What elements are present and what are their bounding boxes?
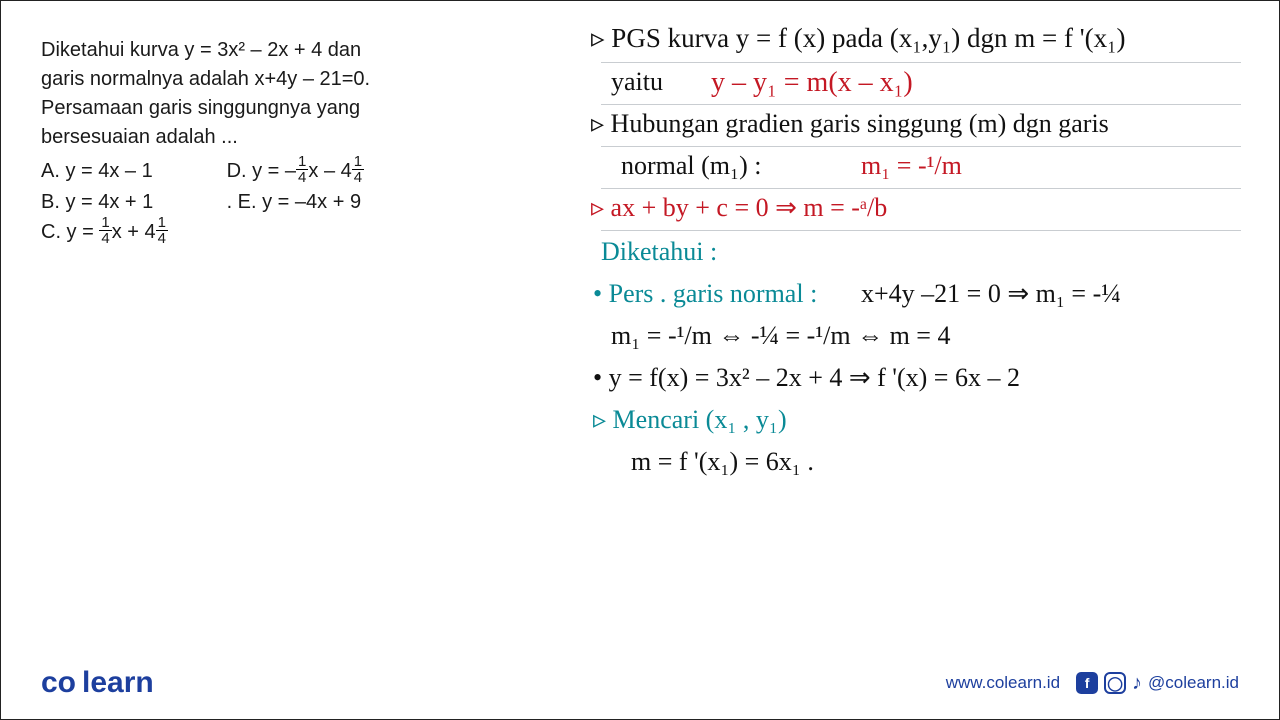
option-a: A. y = 4x – 1 [41, 156, 221, 186]
social-icons: f ◯ ♪ @colearn.id [1076, 672, 1239, 694]
work-line-3: ▹ Hubungan gradien garis singgung (m) dg… [591, 111, 1109, 137]
work-line-7a: • Pers . garis normal : [593, 281, 817, 307]
ruled-line: normal (m₁) : m₁ = -¹/m [601, 147, 1241, 189]
q-line-4: bersesuaian adalah ... [41, 123, 481, 152]
ruled-line: • y = f(x) = 3x² – 2x + 4 ⇒ f '(x) = 6x … [601, 357, 1241, 399]
ruled-line: ▹ ax + by + c = 0 ⇒ m = -ᵃ/b [601, 189, 1241, 231]
work-line-4b: m₁ = -¹/m [861, 153, 962, 179]
q-line-2: garis normalnya adalah x+4y – 21=0. [41, 65, 481, 94]
q-line-3: Persamaan garis singgungnya yang [41, 94, 481, 123]
question-panel: Diketahui kurva y = 3x² – 2x + 4 dan gar… [41, 36, 481, 248]
work-line-2a: yaitu [611, 69, 663, 95]
work-line-1: ▹ PGS kurva y = f (x) pada (x₁,y₁) dgn m… [591, 25, 1126, 52]
work-line-11: m = f '(x₁) = 6x₁ . [631, 449, 814, 475]
option-d: D. y = –14x – 414 [227, 156, 365, 187]
work-line-7b: x+4y –21 = 0 ⇒ m₁ = -¼ [861, 281, 1121, 307]
worked-solution: ▹ PGS kurva y = f (x) pada (x₁,y₁) dgn m… [601, 21, 1241, 483]
option-e: . E. y = –4x + 9 [227, 187, 362, 217]
question-text: Diketahui kurva y = 3x² – 2x + 4 dan gar… [41, 36, 481, 152]
work-line-10: ▹ Mencari (x₁ , y₁) [593, 407, 787, 433]
footer-url: www.colearn.id [946, 673, 1060, 693]
ruled-line: • Pers . garis normal : x+4y –21 = 0 ⇒ m… [601, 273, 1241, 315]
work-line-8: m₁ = -¹/m ⇔ -¼ = -¹/m ⇔ m = 4 [611, 323, 950, 349]
work-line-2b: y – y₁ = m(x – x₁) [711, 69, 913, 97]
tiktok-icon: ♪ [1132, 672, 1142, 694]
option-b: B. y = 4x + 1 [41, 187, 221, 217]
work-line-6: Diketahui : [601, 239, 717, 265]
social-handle: @colearn.id [1148, 673, 1239, 693]
work-line-9: • y = f(x) = 3x² – 2x + 4 ⇒ f '(x) = 6x … [593, 365, 1020, 391]
brand-logo: co learn [41, 666, 154, 700]
q-line-1: Diketahui kurva y = 3x² – 2x + 4 dan [41, 36, 481, 65]
ruled-line: yaitu y – y₁ = m(x – x₁) [601, 63, 1241, 105]
ruled-line: m = f '(x₁) = 6x₁ . [601, 441, 1241, 483]
work-line-5: ▹ ax + by + c = 0 ⇒ m = -ᵃ/b [591, 195, 887, 221]
ruled-line: ▹ Hubungan gradien garis singgung (m) dg… [601, 105, 1241, 147]
ruled-line: ▹ PGS kurva y = f (x) pada (x₁,y₁) dgn m… [601, 21, 1241, 63]
instagram-icon: ◯ [1104, 672, 1126, 694]
facebook-icon: f [1076, 672, 1098, 694]
ruled-line: m₁ = -¹/m ⇔ -¼ = -¹/m ⇔ m = 4 [601, 315, 1241, 357]
answer-options: A. y = 4x – 1 D. y = –14x – 414 B. y = 4… [41, 156, 481, 248]
footer-bar: co learn www.colearn.id f ◯ ♪ @colearn.i… [1, 657, 1279, 719]
option-c: C. y = 14x + 414 [41, 217, 481, 248]
ruled-line: ▹ Mencari (x₁ , y₁) [601, 399, 1241, 441]
ruled-line: Diketahui : [601, 231, 1241, 273]
footer-right: www.colearn.id f ◯ ♪ @colearn.id [946, 672, 1239, 694]
work-line-4a: normal (m₁) : [621, 153, 761, 179]
